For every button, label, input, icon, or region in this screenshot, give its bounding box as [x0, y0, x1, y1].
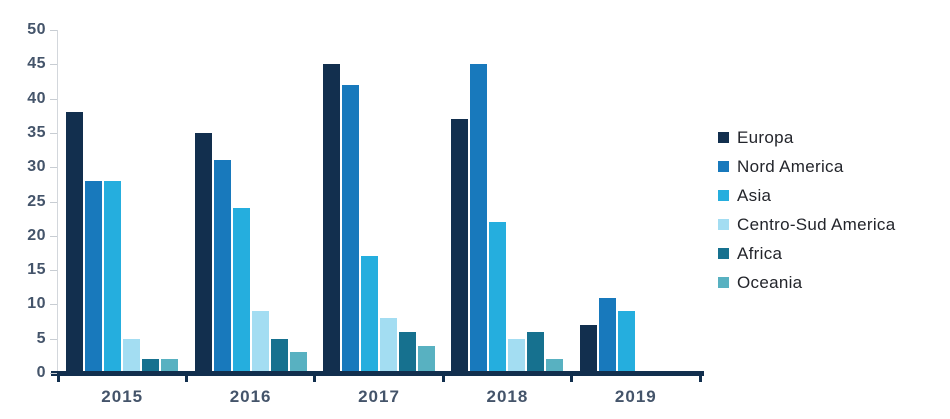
x-tick-label-2019: 2019: [614, 387, 657, 406]
x-tick-mark: [441, 371, 445, 382]
bar-nord-america-2018: [470, 64, 488, 373]
y-tick-mark: [50, 270, 57, 272]
legend-item-africa: Africa: [718, 243, 895, 264]
legend-label-centro-sud-america: Centro-Sud America: [737, 214, 896, 234]
bar-nord-america-2017: [342, 84, 360, 373]
x-tick-mark: [56, 371, 60, 382]
legend-swatch-europa: [718, 132, 729, 143]
bar-europa-2017: [323, 64, 341, 373]
y-tick-mark: [50, 373, 57, 374]
bar-centro-sud-america-2018: [508, 338, 526, 373]
x-tick-label-2017: 2017: [358, 387, 400, 406]
legend-item-asia: Asia: [718, 185, 895, 206]
x-tick-mark: [313, 371, 317, 382]
y-tick-label-0: 0: [36, 364, 46, 381]
legend-item-nord-america: Nord America: [718, 156, 895, 177]
bar-asia-2019: [617, 311, 635, 373]
y-tick-label-10: 10: [27, 295, 46, 313]
bar-nord-america-2016: [213, 160, 231, 373]
y-tick-mark: [50, 235, 57, 237]
y-tick-mark: [50, 167, 57, 169]
bar-africa-2015: [142, 359, 160, 373]
x-tick-label-2015: 2015: [101, 387, 144, 406]
x-axis-labels: 2015 2016 2017 2018 2019: [58, 387, 700, 407]
y-axis-line: [57, 30, 58, 373]
y-axis-labels: 50 45 40 35 30 25 20 15 10 5 0: [0, 0, 48, 419]
bar-africa-2018: [527, 331, 545, 373]
plot-area: [58, 30, 700, 373]
bar-nord-america-2019: [598, 297, 616, 373]
y-tick-label-30: 30: [27, 158, 46, 176]
bar-group-2019: [572, 30, 700, 373]
legend-label-europa: Europa: [737, 127, 794, 147]
bar-centro-sud-america-2015: [123, 338, 141, 373]
bar-asia-2016: [232, 208, 250, 373]
bar-asia-2015: [104, 180, 122, 373]
bar-europa-2016: [194, 132, 212, 373]
bar-europa-2018: [451, 119, 469, 373]
legend-item-centro-sud-america: Centro-Sud America: [718, 214, 895, 235]
bar-group-2017: [315, 30, 443, 373]
legend-item-oceania: Oceania: [718, 272, 895, 293]
legend: Europa Nord America Asia Centro-Sud America…: [718, 127, 895, 293]
y-tick-mark: [50, 30, 57, 31]
bar-asia-2018: [489, 222, 507, 373]
bar-africa-2017: [399, 331, 417, 373]
x-tick-mark: [698, 371, 702, 382]
bar-centro-sud-america-2017: [380, 318, 398, 373]
y-tick-label-5: 5: [36, 329, 46, 347]
legend-label-africa: Africa: [737, 243, 783, 263]
bar-group-2015: [58, 30, 186, 373]
y-tick-mark: [50, 338, 57, 340]
bar-oceania-2016: [289, 352, 307, 373]
legend-item-europa: Europa: [718, 127, 895, 148]
y-tick-label-25: 25: [27, 192, 46, 210]
y-tick-mark: [50, 64, 57, 66]
bar-oceania-2015: [161, 359, 179, 373]
bar-nord-america-2015: [85, 180, 103, 373]
legend-swatch-oceania: [718, 277, 729, 288]
legend-swatch-centro-sud-america: [718, 219, 729, 230]
bar-africa-2016: [270, 338, 288, 373]
y-tick-label-20: 20: [27, 226, 46, 244]
legend-label-asia: Asia: [737, 185, 772, 205]
legend-swatch-asia: [718, 190, 729, 201]
legend-swatch-nord-america: [718, 161, 729, 172]
bar-europa-2015: [66, 112, 84, 373]
bar-oceania-2018: [546, 359, 564, 373]
bar-group-2018: [443, 30, 571, 373]
legend-label-nord-america: Nord America: [737, 156, 844, 176]
y-tick-label-35: 35: [27, 123, 46, 141]
bar-europa-2019: [579, 324, 597, 373]
x-tick-label-2018: 2018: [486, 387, 529, 406]
x-tick-mark: [570, 371, 574, 382]
y-tick-label-15: 15: [27, 261, 46, 279]
x-tick-label-2016: 2016: [229, 387, 272, 406]
y-tick-mark: [50, 132, 57, 134]
y-tick-label-40: 40: [27, 89, 46, 107]
legend-swatch-africa: [718, 248, 729, 259]
y-tick-mark: [50, 201, 57, 203]
legend-label-oceania: Oceania: [737, 272, 803, 292]
bar-asia-2017: [361, 256, 379, 373]
y-tick-label-45: 45: [27, 55, 46, 73]
y-tick-label-50: 50: [27, 21, 46, 38]
bar-centro-sud-america-2016: [251, 311, 269, 373]
y-tick-mark: [50, 304, 57, 306]
y-tick-mark: [50, 98, 57, 100]
bar-group-2016: [186, 30, 314, 373]
bar-oceania-2017: [418, 345, 436, 373]
x-tick-mark: [184, 371, 188, 382]
x-axis-line: [51, 371, 704, 376]
